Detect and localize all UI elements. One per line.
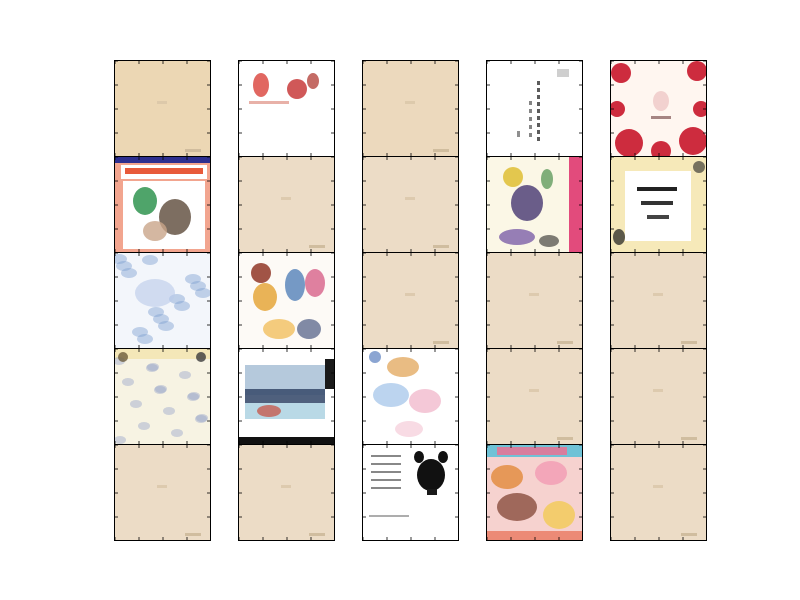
thumbnail-image-art-blue-sketch bbox=[115, 253, 210, 348]
thumbnail-r1-c5 bbox=[610, 60, 707, 157]
thumbnail-r2-c2 bbox=[238, 156, 335, 253]
thumbnail-image-art-black-cat bbox=[363, 445, 458, 540]
thumbnail-image-blank-page bbox=[115, 61, 210, 156]
thumbnail-image-blank-page bbox=[363, 253, 458, 348]
thumbnail-r3-c1 bbox=[114, 252, 211, 349]
thumbnail-image-art-color-figures bbox=[239, 253, 334, 348]
thumbnail-image-text-vertical bbox=[487, 61, 582, 156]
thumbnail-image-art-red-figures bbox=[239, 61, 334, 156]
thumbnail-r4-c4 bbox=[486, 348, 583, 445]
thumbnail-image-blank-page bbox=[239, 157, 334, 252]
thumbnail-image-blank-page bbox=[115, 445, 210, 540]
thumbnail-image-blank-page bbox=[611, 349, 706, 444]
thumbnail-image-blank-page bbox=[363, 157, 458, 252]
thumbnail-r2-c1 bbox=[114, 156, 211, 253]
thumbnail-r1-c3 bbox=[362, 60, 459, 157]
thumbnail-r2-c5 bbox=[610, 156, 707, 253]
thumbnail-image-blank-page bbox=[611, 445, 706, 540]
thumbnail-r1-c1 bbox=[114, 60, 211, 157]
thumbnail-image-blank-page bbox=[239, 445, 334, 540]
thumbnail-r2-c3 bbox=[362, 156, 459, 253]
thumbnail-r5-c1 bbox=[114, 444, 211, 541]
thumbnail-image-art-cover-banner bbox=[115, 157, 210, 252]
thumbnail-r2-c4 bbox=[486, 156, 583, 253]
thumbnail-image-art-landscape bbox=[239, 349, 334, 444]
thumbnail-image-art-yellow-frame bbox=[611, 157, 706, 252]
thumbnail-image-art-figures-pink-edge bbox=[487, 157, 582, 252]
thumbnail-image-blank-page bbox=[611, 253, 706, 348]
thumbnail-image-art-colorful-cover bbox=[487, 445, 582, 540]
thumbnail-r5-c3 bbox=[362, 444, 459, 541]
thumbnail-r3-c4 bbox=[486, 252, 583, 349]
thumbnail-image-art-red-flowers bbox=[611, 61, 706, 156]
thumbnail-r5-c5 bbox=[610, 444, 707, 541]
thumbnail-image-art-yellow-sketch bbox=[115, 349, 210, 444]
thumbnail-r5-c2 bbox=[238, 444, 335, 541]
thumbnail-r4-c3 bbox=[362, 348, 459, 445]
thumbnail-r4-c2 bbox=[238, 348, 335, 445]
thumbnail-image-art-pastel-sketch bbox=[363, 349, 458, 444]
thumbnail-r4-c5 bbox=[610, 348, 707, 445]
thumbnail-r1-c4 bbox=[486, 60, 583, 157]
thumbnail-r4-c1 bbox=[114, 348, 211, 445]
thumbnail-r3-c3 bbox=[362, 252, 459, 349]
thumbnail-image-blank-page bbox=[487, 253, 582, 348]
thumbnail-r3-c5 bbox=[610, 252, 707, 349]
thumbnail-r3-c2 bbox=[238, 252, 335, 349]
thumbnail-image-blank-page bbox=[487, 349, 582, 444]
thumbnail-r5-c4 bbox=[486, 444, 583, 541]
thumbnail-image-blank-page bbox=[363, 61, 458, 156]
thumbnail-r1-c2 bbox=[238, 60, 335, 157]
